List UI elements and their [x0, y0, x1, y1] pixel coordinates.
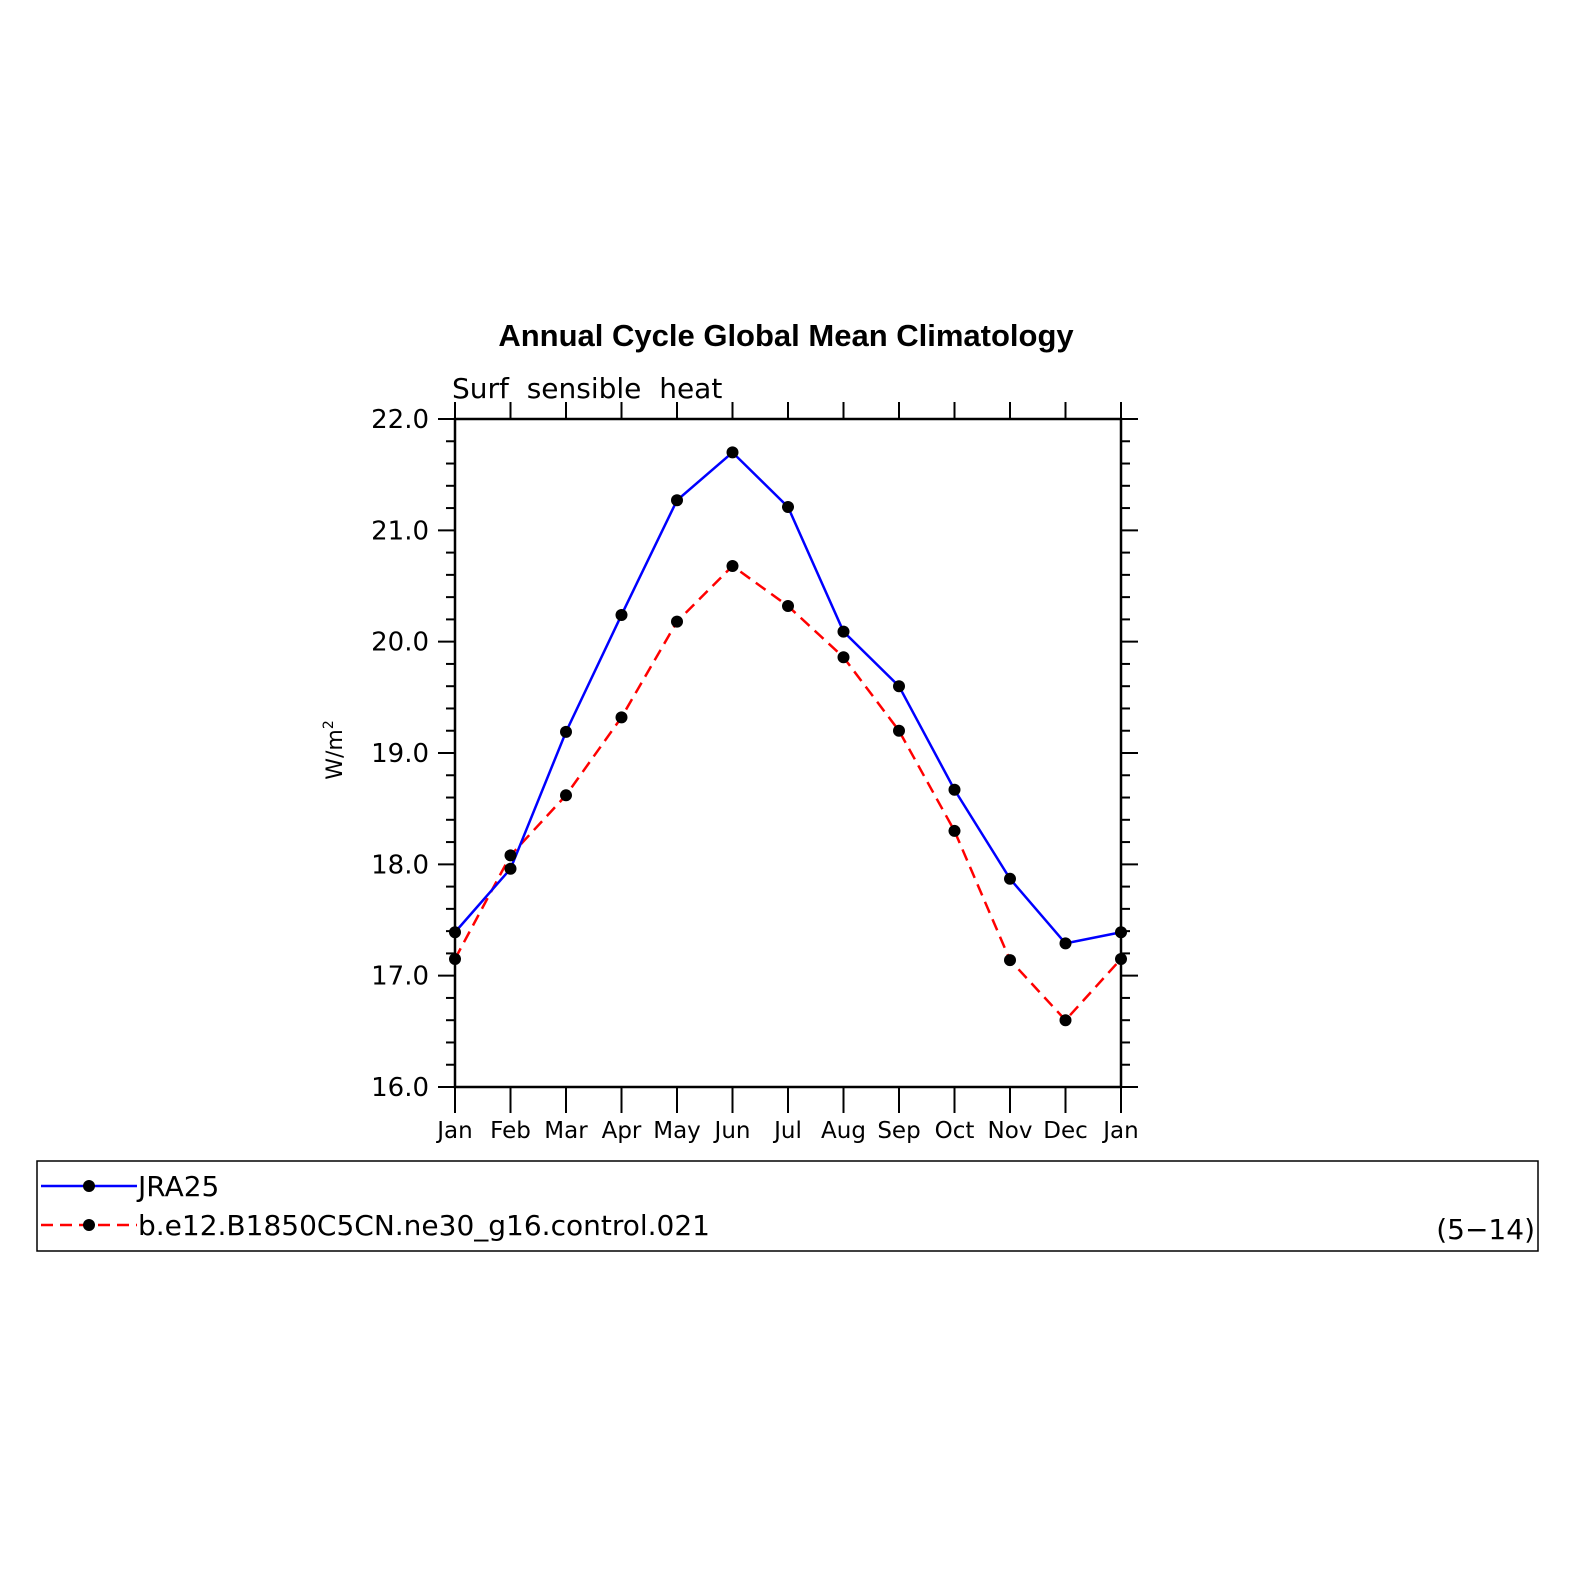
data-point — [1004, 954, 1016, 967]
data-point — [1115, 952, 1127, 965]
y-tick-label: 16.0 — [371, 1073, 429, 1103]
series-line — [453, 564, 1122, 1023]
data-point — [837, 651, 850, 664]
data-point — [893, 680, 905, 693]
x-tick-label: Mar — [544, 1118, 588, 1144]
x-tick-label: May — [653, 1118, 701, 1144]
plot-series — [449, 446, 1127, 1027]
y-tick-label: 17.0 — [371, 962, 429, 992]
data-point — [449, 952, 461, 965]
legend-label: JRA25 — [136, 1170, 219, 1203]
y-axis-label: W/m2 — [321, 720, 348, 780]
legend-marker — [83, 1180, 95, 1192]
data-point — [504, 862, 517, 875]
svg-text:W/m2: W/m2 — [321, 720, 348, 780]
x-tick-label: Oct — [935, 1118, 975, 1144]
x-tick-label: Dec — [1043, 1118, 1088, 1144]
legend-label: b.e12.B1850C5CN.ne30_g16.control.021 — [138, 1209, 710, 1242]
x-tick-label: Aug — [821, 1118, 866, 1144]
data-point — [671, 615, 683, 628]
data-point — [560, 789, 572, 802]
y-axis-label-exponent: 2 — [321, 720, 337, 729]
x-tick-label: Jan — [435, 1118, 472, 1144]
chart-title: Annual Cycle Global Mean Climatology — [498, 318, 1074, 353]
y-axis-label-unit: W/m — [323, 729, 348, 780]
data-point — [726, 559, 739, 572]
data-point — [893, 724, 905, 737]
series-line — [454, 450, 1122, 945]
legend-marker — [83, 1219, 95, 1231]
data-point — [726, 446, 739, 459]
x-tick-label: Jan — [1101, 1118, 1138, 1144]
data-point — [1115, 926, 1127, 939]
chart-subtitle: Surf sensible heat — [452, 372, 722, 405]
x-tick-label: Nov — [988, 1118, 1033, 1144]
x-tick-label: Feb — [490, 1118, 531, 1144]
data-point — [782, 600, 794, 613]
data-point — [615, 711, 628, 724]
y-tick-label: 19.0 — [371, 739, 429, 769]
data-point — [671, 494, 683, 507]
data-point — [782, 500, 794, 513]
y-tick-label: 18.0 — [371, 850, 429, 880]
x-tick-label: Sep — [877, 1118, 920, 1144]
legend-annotation: (5−14) — [1436, 1213, 1535, 1246]
data-point — [948, 824, 961, 837]
y-tick-label: 21.0 — [371, 516, 429, 546]
data-point — [449, 926, 461, 939]
x-tick-label: Jun — [713, 1118, 751, 1144]
plot-axes: 16.0 17.0 18.0 19.0 20.0 21.0 22.0 Jan Feb Mar Apr… — [371, 402, 1139, 1144]
y-tick-label: 22.0 — [371, 405, 429, 435]
data-point — [837, 625, 850, 638]
data-point — [1004, 872, 1016, 885]
data-point — [504, 849, 517, 862]
x-tick-label: Apr — [602, 1118, 642, 1144]
y-tick-label: 20.0 — [371, 628, 429, 658]
legend-box — [36, 1160, 1539, 1252]
x-tick-label: Jul — [772, 1118, 802, 1144]
plot-frame — [453, 417, 1123, 1089]
data-point — [948, 783, 961, 796]
data-point — [615, 608, 628, 621]
data-point — [1059, 937, 1072, 950]
legend: (5−14) JRA25 b.e12.B1850C5CN.ne30_g16.con… — [36, 1160, 1539, 1252]
data-point — [560, 725, 572, 738]
data-point — [1059, 1014, 1072, 1027]
